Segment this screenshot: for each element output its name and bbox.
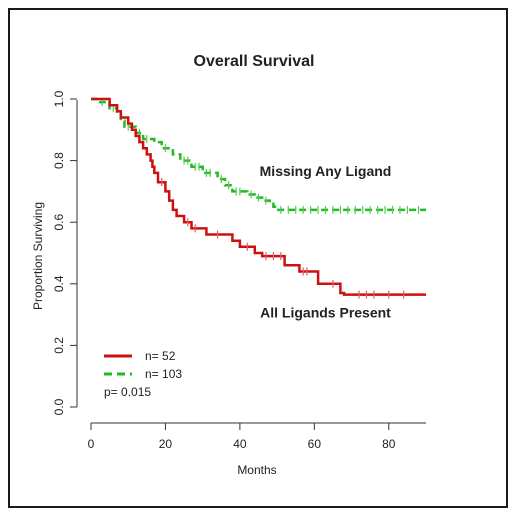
series-n52 — [91, 97, 426, 299]
annotation-0: Missing Any Ligand — [260, 163, 392, 179]
annotation-1: All Ligands Present — [260, 305, 391, 321]
legend-label-n52: n= 52 — [145, 349, 176, 363]
legend-label-n103: n= 103 — [145, 367, 182, 381]
x-axis-title: Months — [237, 463, 276, 477]
y-tick-label: 0.2 — [52, 337, 66, 354]
y-axis-title: Proportion Surviving — [31, 202, 45, 310]
y-tick-label: 1.0 — [52, 90, 66, 107]
survival-curve-n103 — [91, 97, 426, 212]
chart-title: Overall Survival — [194, 53, 315, 70]
y-tick-label: 0.8 — [52, 152, 66, 169]
x-tick-label: 60 — [308, 437, 322, 451]
survival-curve-n52 — [91, 97, 426, 296]
p-value-label: p= 0.015 — [104, 385, 151, 399]
legend: n= 52 n= 103 p= 0.015 — [104, 349, 182, 399]
survival-chart: Overall Survival Proportion Surviving Mo… — [31, 53, 426, 477]
y-tick-label: 0.0 — [52, 398, 66, 415]
x-tick-label: 40 — [233, 437, 247, 451]
chart-frame: Overall Survival Proportion Surviving Mo… — [8, 8, 508, 508]
x-tick-label: 20 — [159, 437, 173, 451]
y-tick-label: 0.6 — [52, 214, 66, 231]
x-tick-label: 0 — [88, 437, 95, 451]
y-tick-label: 0.4 — [52, 275, 66, 292]
x-tick-label: 80 — [382, 437, 396, 451]
series-n103 — [91, 97, 426, 214]
